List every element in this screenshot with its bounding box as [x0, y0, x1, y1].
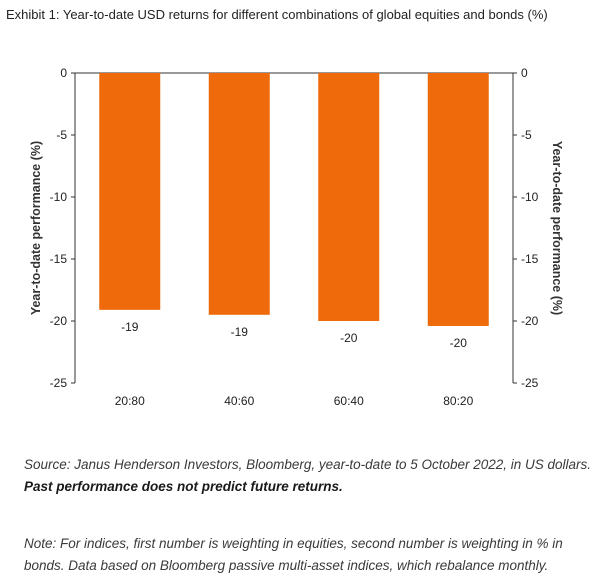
x-tick-label: 60:40 — [334, 394, 364, 408]
y-tick-label-left: 0 — [60, 66, 67, 80]
disclaimer-text: Past performance does not predict future… — [24, 479, 343, 494]
bar — [99, 73, 161, 310]
bar — [318, 73, 380, 321]
y-tick-label-right: 0 — [521, 66, 528, 80]
data-label: -20 — [450, 336, 468, 350]
y-tick-label-left: -10 — [50, 190, 68, 204]
methodology-note: Note: For indices, first number is weigh… — [24, 536, 563, 573]
data-label: -19 — [121, 320, 139, 334]
y-tick-label-left: -25 — [50, 376, 68, 390]
x-tick-label: 80:20 — [443, 394, 473, 408]
y-tick-label-right: -5 — [521, 128, 532, 142]
data-label: -19 — [231, 325, 249, 339]
bar-chart: 0 0 -5 -5 -10 -10 -15 -15 -20 -20 -25 -25 Year-to-da… — [29, 66, 564, 408]
y-tick-label-right: -15 — [521, 252, 539, 266]
x-tick-label: 40:60 — [224, 394, 254, 408]
source-note: Source: Janus Henderson Investors, Bloom… — [24, 454, 604, 498]
y-tick-label-right: -25 — [521, 376, 539, 390]
source-text: Source: Janus Henderson Investors, Bloom… — [24, 457, 592, 472]
y-tick-label-right: -10 — [521, 190, 539, 204]
bar — [427, 73, 489, 326]
data-label: -20 — [340, 331, 358, 345]
bar — [208, 73, 270, 315]
y-tick-label-left: -20 — [50, 314, 68, 328]
y-tick-label-left: -5 — [56, 128, 67, 142]
y-tick-label-right: -20 — [521, 314, 539, 328]
chart-title: Exhibit 1: Year-to-date USD returns for … — [6, 7, 548, 22]
y-tick-label-left: -15 — [50, 252, 68, 266]
x-tick-label: 20:80 — [115, 394, 145, 408]
y-axis-label-right: Year-to-date performance (%) — [550, 141, 564, 315]
y-axis-label-left: Year-to-date performance (%) — [29, 141, 43, 315]
